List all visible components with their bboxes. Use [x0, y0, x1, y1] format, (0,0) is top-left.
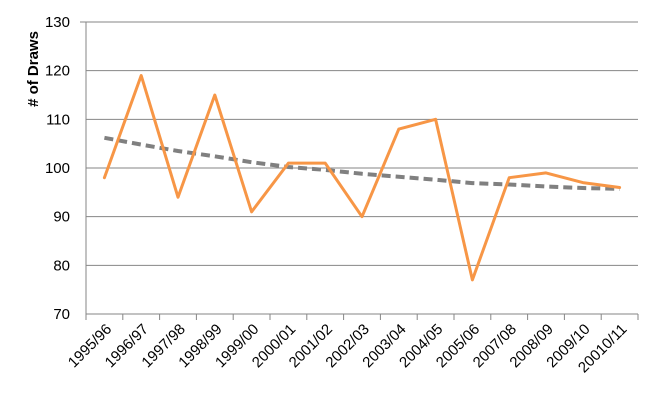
- trendline-series: [104, 135, 620, 191]
- y-tick-labels: 70 80 90 100 110 120 130: [45, 14, 70, 323]
- series: [102, 74, 622, 282]
- y-tick-label: 80: [53, 257, 70, 274]
- y-axis-title: # of Draws: [25, 31, 42, 107]
- y-tick-label: 130: [45, 14, 70, 31]
- y-tick-label: 90: [53, 209, 70, 226]
- x-tick-labels: 1995/961996/971997/981998/991999/002000/…: [65, 321, 631, 376]
- y-tick-label: 70: [53, 306, 70, 323]
- draws-series-line: [102, 74, 622, 282]
- y-tick-label: 110: [46, 111, 70, 128]
- y-tick-label: 100: [45, 160, 70, 177]
- axes: [80, 21, 639, 320]
- gridlines: [86, 21, 638, 266]
- y-tick-label: 120: [45, 63, 70, 80]
